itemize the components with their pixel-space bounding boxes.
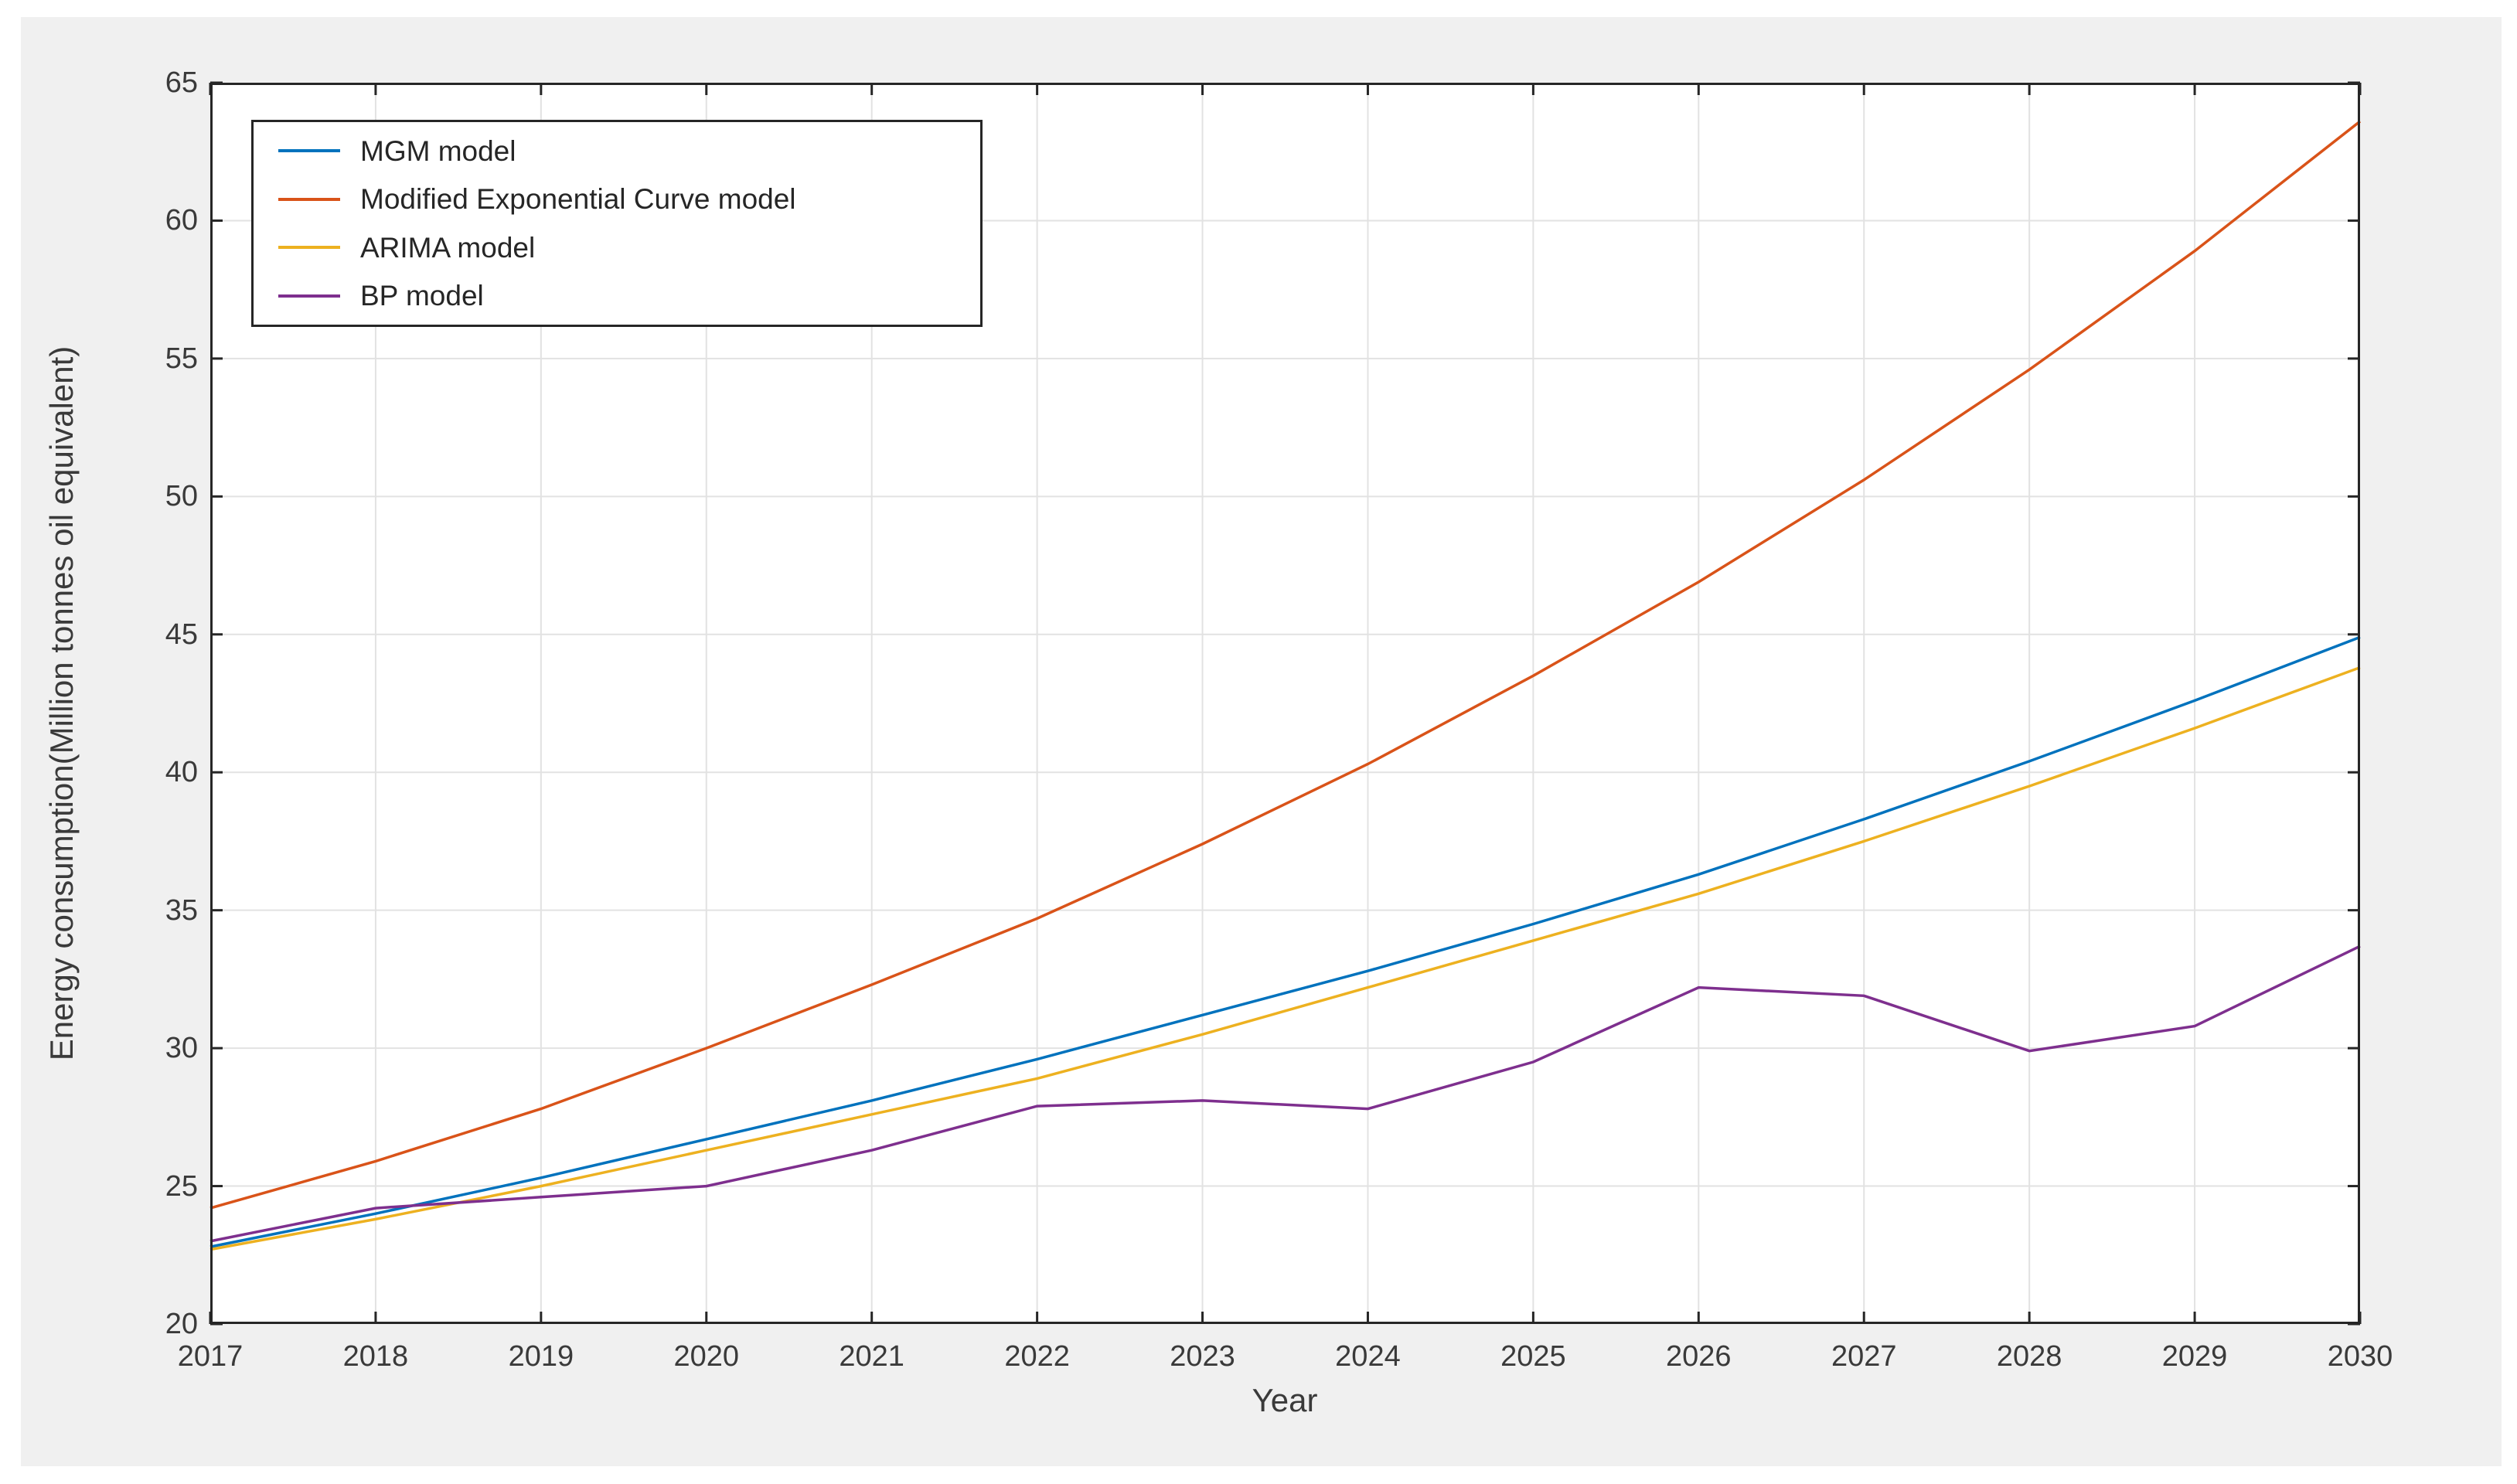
- legend-line-swatch: [278, 197, 340, 201]
- x-tick-label: 2025: [1500, 1340, 1566, 1373]
- axes-box: [210, 83, 2360, 1324]
- mgm-model-line: [209, 635, 2361, 1248]
- x-tick-label: 2027: [1831, 1340, 1897, 1373]
- x-tick-label: 2026: [1666, 1340, 1732, 1373]
- legend-label: ARIMA model: [360, 231, 536, 264]
- arima-model-line: [209, 665, 2361, 1251]
- x-tick-label: 2020: [673, 1340, 740, 1373]
- y-tick-label: 20: [165, 1308, 198, 1340]
- legend-label: Modified Exponential Curve model: [360, 183, 796, 216]
- legend-label: BP model: [360, 280, 484, 312]
- modified-exponential-curve-model-line: [209, 120, 2362, 1210]
- x-tick-label: 2017: [177, 1340, 244, 1373]
- x-tick-label: 2030: [2327, 1340, 2393, 1373]
- legend[interactable]: MGM model Modified Exponential Curve mode…: [251, 120, 983, 327]
- y-tick-label: 35: [165, 893, 198, 927]
- y-axis-label: Energy consumption(Million tonnes oil eq…: [43, 345, 80, 1061]
- chart-svg: [209, 81, 2362, 1326]
- x-tick-label: 2023: [1170, 1340, 1235, 1373]
- x-axis-label: Year: [1252, 1382, 1318, 1418]
- legend-line-swatch: [278, 294, 340, 298]
- y-tick-label: 55: [165, 342, 198, 375]
- legend-item-modified-exponential-curve-model: Modified Exponential Curve model: [254, 185, 980, 213]
- y-tick-label: 60: [165, 204, 198, 237]
- legend-item-arima-model: ARIMA model: [254, 233, 980, 262]
- legend-item-mgm-model: MGM model: [254, 137, 980, 165]
- x-tick-label: 2022: [1004, 1340, 1070, 1373]
- legend-item-bp-model: BP model: [254, 281, 980, 310]
- x-tick-label: 2018: [342, 1340, 409, 1373]
- x-tick-label: 2024: [1335, 1340, 1401, 1373]
- y-tick-label: 25: [165, 1169, 198, 1203]
- bp-model-line: [209, 945, 2361, 1243]
- y-tick-label: 40: [165, 756, 198, 789]
- x-tick-label: 2019: [508, 1340, 574, 1373]
- x-tick-label: 2028: [1996, 1340, 2062, 1373]
- x-tick-label: 2029: [2161, 1340, 2228, 1373]
- legend-label: MGM model: [360, 134, 516, 167]
- legend-line-swatch: [278, 149, 340, 153]
- y-tick-label: 45: [165, 618, 198, 651]
- x-tick-label: 2021: [839, 1340, 904, 1373]
- y-tick-label: 50: [165, 480, 198, 513]
- y-tick-label: 65: [165, 66, 198, 99]
- y-tick-label: 30: [165, 1032, 198, 1065]
- legend-line-swatch: [278, 246, 340, 250]
